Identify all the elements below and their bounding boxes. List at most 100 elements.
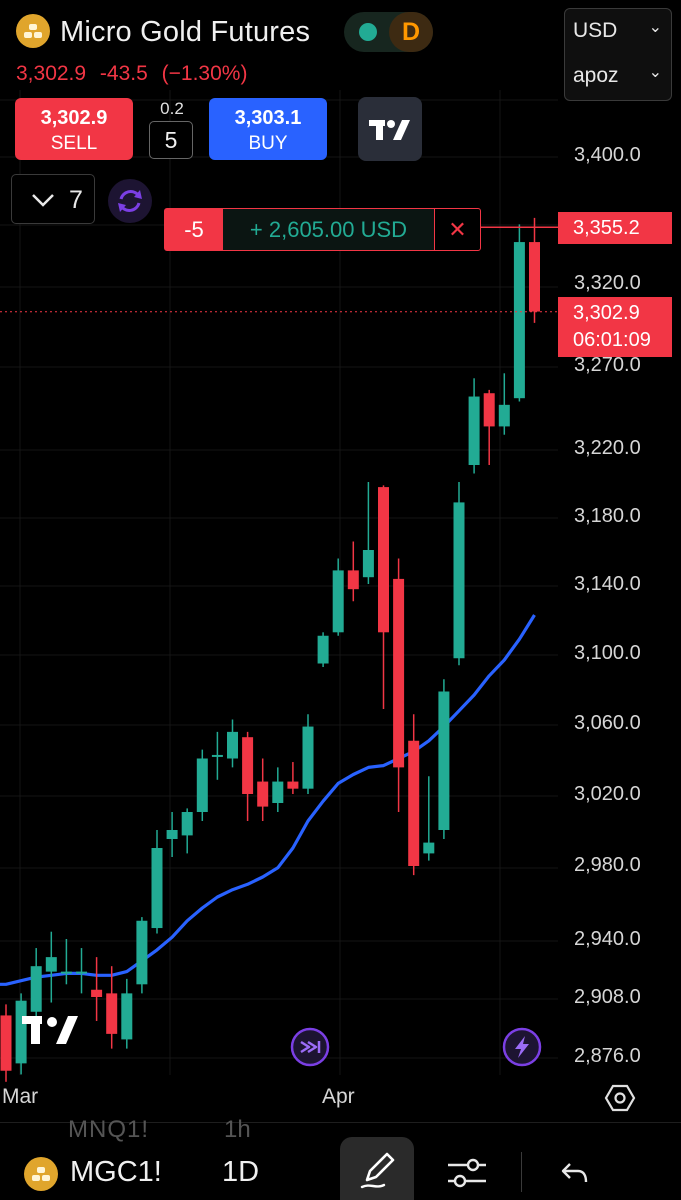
price-axis-label: 3,020.0 [574,783,641,805]
candle-body [106,993,118,1034]
sliders-icon[interactable] [446,1155,490,1191]
candle-body [408,740,420,866]
delayed-badge: D [389,12,433,52]
candles-layer [0,217,540,1082]
price-axis-label: 3,270.0 [574,354,641,376]
price-axis-label: 3,400.0 [574,144,641,166]
candle-body [347,570,359,590]
previous-symbol-ghost: MNQ1! [68,1116,150,1143]
candle-body [76,971,87,974]
candle-body [166,830,178,839]
market-status-pill[interactable]: D [344,12,433,52]
price-axis-label: 2,908.0 [574,986,641,1008]
candle [211,731,223,780]
price-axis-label: 3,180.0 [574,505,641,527]
candle-body [362,550,374,578]
symbol-button[interactable]: MGC1! [70,1156,162,1188]
price-axis-label: 3,320.0 [574,272,641,294]
buy-price: 3,303.1 [234,107,302,129]
candle [181,808,193,854]
currency-selector[interactable]: USD ⌄ [564,8,672,55]
candle [378,485,389,709]
timeframe-button[interactable]: 1D [222,1156,260,1188]
instrument-title[interactable]: Micro Gold Futures [60,16,311,48]
candle-body [181,812,193,836]
sell-price: 3,302.9 [40,107,108,129]
candle [438,679,450,839]
candle-body [91,989,103,997]
candle [468,378,480,474]
candle [317,632,329,667]
account-selector[interactable]: apoz ⌄ [564,54,672,101]
gold-bars-icon [24,1157,58,1191]
candle-body [15,1000,27,1064]
candle [91,957,103,1021]
settings-hexagon-icon[interactable] [604,1082,636,1114]
candle-body [151,848,163,929]
gold-bars-icon [16,14,50,48]
toolbar-divider [521,1152,522,1192]
candle [196,749,208,821]
market-open-dot [359,23,377,41]
candle [408,714,420,876]
buy-button[interactable]: 3,303.1 BUY [209,98,327,160]
candle [347,541,359,602]
undo-icon[interactable] [560,1160,590,1186]
candle [151,830,163,934]
sync-button[interactable] [108,179,152,223]
candle-body [196,758,208,812]
candle-body [302,726,314,789]
candle-body [242,737,254,794]
price-change-line: 3,302.9 -43.5 (−1.30%) [16,62,255,86]
candle [362,482,374,584]
candle-body [227,731,238,759]
candle-body [317,635,329,664]
candle [332,558,344,636]
candle [513,224,525,402]
candle-body [272,781,284,803]
position-line[interactable]: -5 + 2,605.00 USD ✕ [164,208,481,251]
close-icon[interactable]: ✕ [448,217,467,242]
candle [393,558,405,812]
candle-body [60,971,72,974]
time-label-mar: Mar [2,1085,39,1108]
quantity-field[interactable]: 5 [149,121,193,159]
lightning-icon[interactable] [502,1027,542,1067]
candle [272,767,284,812]
replay-icon[interactable] [290,1027,330,1067]
sync-icon [118,190,142,212]
candle [30,948,42,1027]
chevron-down-icon [32,194,54,207]
candle-body [453,502,465,659]
candle [121,978,133,1049]
candle [15,993,27,1075]
sell-button[interactable]: 3,302.9 SELL [15,98,133,160]
currency-label: USD [573,19,618,42]
account-label: apoz [573,64,619,87]
drawing-tools-button[interactable] [340,1137,414,1200]
tradingview-watermark-icon [22,1016,78,1044]
candle-body [498,404,510,427]
candle [302,714,314,794]
price-axis-label: 2,940.0 [574,928,641,950]
candle-body [529,242,540,312]
candle-body [468,396,480,465]
buy-label: BUY [248,133,288,154]
last-price-text: 3,302.9 [16,62,87,85]
candle [76,948,87,994]
candle [242,731,254,821]
candle [45,931,57,1003]
candle-body [30,966,42,1012]
change-percent: (−1.30%) [161,62,248,85]
candle-body [287,781,299,789]
tradingview-button[interactable] [358,97,422,161]
spread-value: 0.2 [160,99,184,118]
candle [257,758,269,821]
last-price-tag: 3,302.9 06:01:09 [558,297,672,357]
candle-body [136,920,148,985]
candle-body [483,393,495,427]
candle-body [438,691,450,830]
indicators-toggle[interactable]: 7 [11,174,95,224]
candle-body [332,570,344,633]
